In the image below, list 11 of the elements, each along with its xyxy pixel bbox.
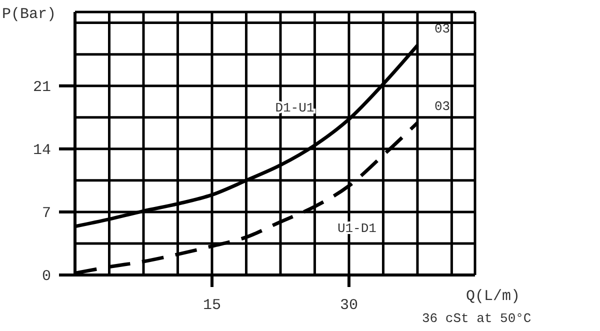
x-tick-label: 15 [202, 297, 221, 314]
annotation: 03 [434, 98, 450, 114]
y-tick-label: 21 [32, 78, 51, 96]
annotation: 03 [434, 21, 450, 36]
y-tick-label: 14 [32, 142, 51, 159]
x-axis-title: Q(L/m) [466, 288, 520, 305]
y-axis-title: P(Bar) [2, 6, 56, 23]
y-tick-label: 0 [42, 268, 51, 285]
x-tick-label: 30 [340, 297, 358, 314]
text: 36 cSt at 50°C [422, 311, 532, 326]
y-tick-label: 7 [42, 204, 51, 222]
